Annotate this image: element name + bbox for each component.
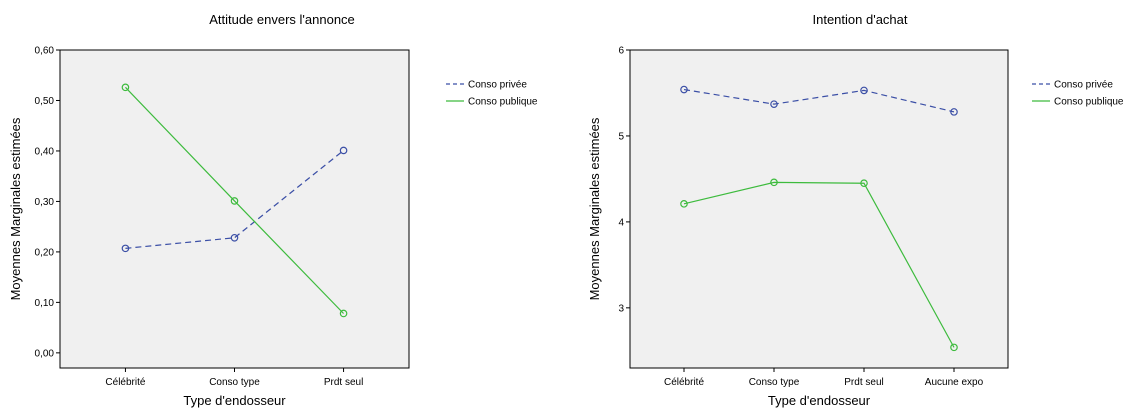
data-point [230,233,239,242]
legend-label: Conso privée [1054,80,1113,91]
data-point [860,179,868,188]
data-point [770,178,778,187]
y-tick-label: 0,30 [35,197,55,208]
data-point [770,100,778,108]
y-tick-label: 5 [618,131,624,142]
data-point [339,309,348,318]
chart-panel: Attitude envers l'annonce Type d'endosseu… [8,12,538,408]
y-tick-label: 0,20 [35,247,55,258]
x-tick-label: Conso type [749,377,800,388]
chart-title: Intention d'achat [813,12,908,27]
y-tick-label: 0,60 [35,46,55,57]
y-tick-label: 4 [618,217,624,228]
x-tick-label: Célébrité [664,377,704,388]
y-tick-label: 0,50 [35,96,55,107]
y-tick-label: 0,00 [35,348,55,359]
data-point [339,146,348,155]
series-line [683,88,955,113]
data-point [680,200,688,208]
chart-title: Attitude envers l'annonce [209,12,355,27]
data-point [680,85,688,94]
x-tick-label: Prdt seul [844,377,883,388]
plot-area [59,49,410,369]
y-axis-label: Moyennes Marginales estimées [587,117,602,300]
y-tick-label: 3 [618,303,624,314]
series-line [125,86,344,314]
data-point [860,86,868,95]
series-line [125,149,344,249]
x-tick-label: Conso type [209,377,260,388]
data-point [121,244,130,253]
legend-label: Conso publique [468,97,538,108]
plot-area [629,49,1009,369]
x-tick-label: Prdt seul [324,377,363,388]
y-axis-label: Moyennes Marginales estimées [8,117,23,300]
chart-panel: Intention d'achat Type d'endosseur Moyenne… [587,12,1124,408]
x-axis-label: Type d'endosseur [183,393,286,408]
y-tick-label: 0,10 [35,298,55,309]
data-point [230,197,239,205]
series-line [683,181,955,348]
x-tick-label: Célébrité [105,377,145,388]
data-point [121,83,130,92]
data-point [950,108,958,116]
y-tick-label: 6 [618,46,624,57]
data-point [950,343,958,352]
legend-label: Conso publique [1054,97,1124,108]
legend-label: Conso privée [468,80,527,91]
x-tick-label: Aucune expo [925,377,984,388]
y-tick-label: 0,40 [35,146,55,157]
x-axis-label: Type d'endosseur [768,393,871,408]
